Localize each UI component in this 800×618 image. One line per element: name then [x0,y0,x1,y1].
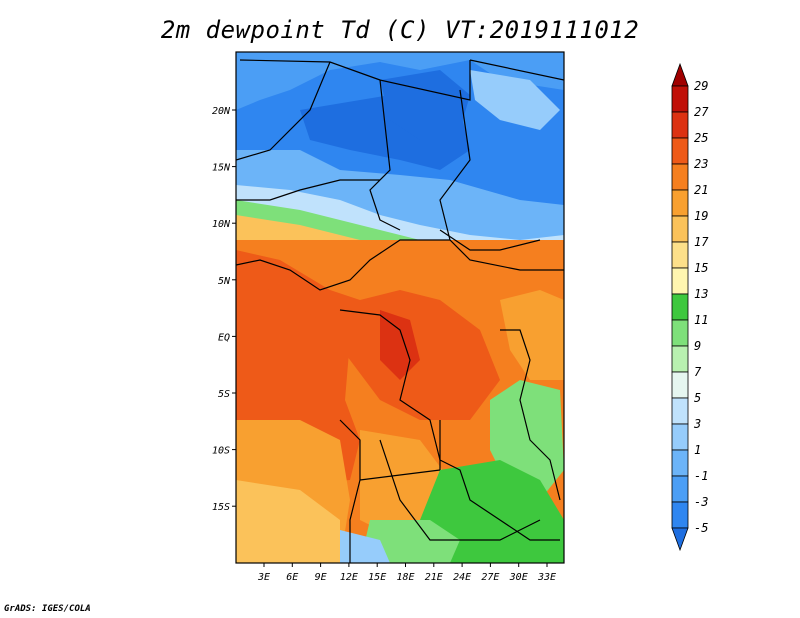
colorbar-label: 29 [694,79,708,93]
colorbar-box [671,293,689,321]
page-title: 2m dewpoint Td (C) VT:2019111012 [160,16,640,44]
lon-tick-label: 6E [286,572,298,583]
colorbar-label: 9 [694,339,701,353]
colorbar-label: -5 [694,521,708,535]
colorbar-label: 15 [694,261,708,275]
colorbar-box [671,371,689,399]
lon-tick-label: 30E [509,572,528,583]
lon-tick-label: 15E [368,572,386,583]
colorbar-box [671,501,689,529]
lat-tick-label: 15N [212,163,231,174]
colorbar-box [671,189,689,217]
colorbar-label: 21 [694,183,708,197]
lon-tick-label: 12E [340,572,358,583]
lat-tick-label: 20N [212,106,231,117]
colorbar-box [671,163,689,191]
colorbar-box [671,267,689,295]
colorbar-box [671,215,689,243]
lon-tick-label: 21E [425,572,443,583]
colorbar-label: 11 [694,313,708,327]
colorbar-label: 13 [694,287,708,301]
lon-tick-label: 24E [453,572,471,583]
colorbar-box [671,111,689,139]
colorbar-box [671,475,689,503]
colorbar-box [671,85,689,113]
grads-credit: GrADS: IGES/COLA [4,604,91,614]
lon-tick-label: 27E [481,572,499,583]
colorbar-box [671,397,689,425]
colorbar: 29 27 25 23 21 19 17 15 13 11 9 7 5 3 1 -1 -3 -5 [671,62,709,552]
colorbar-label: -3 [694,495,708,509]
colorbar-bottom-arrow [671,527,689,552]
colorbar-box [671,137,689,165]
colorbar-label: 27 [694,105,709,119]
colorbar-box [671,449,689,477]
colorbar-label: 5 [694,391,701,405]
map-frame [235,51,565,564]
lat-tick-label: 15S [212,502,230,513]
colorbar-label: 17 [694,235,709,249]
lat-tick-label: 10N [212,219,231,230]
axis-ticks: 3E 6E 9E 12E 15E 18E 21E 24E 27E 30E 33E 20N 15N 10N 5… [212,106,556,583]
colorbar-box [671,423,689,451]
lon-tick-label: 18E [396,572,414,583]
lat-tick-label: 10S [212,446,230,457]
colorbar-label: -1 [694,469,708,483]
colorbar-label: 1 [694,443,701,457]
lat-tick-label: 5S [218,389,230,400]
colorbar-label: 19 [694,209,708,223]
colorbar-label: 7 [694,365,702,379]
colorbar-top-arrow [671,62,689,87]
colorbar-label: 25 [694,131,708,145]
lon-tick-label: 33E [537,572,556,583]
lon-tick-label: 3E [257,572,270,583]
country-borders [236,59,564,563]
colorbar-label: 3 [693,417,701,431]
dewpoint-field [236,52,564,563]
colorbar-box [671,241,689,269]
lon-tick-label: 9E [315,572,327,583]
lat-tick-label: EQ [218,332,230,343]
lat-tick-label: 5N [218,276,231,287]
colorbar-box [671,345,689,373]
colorbar-label: 23 [694,157,708,171]
colorbar-box [671,319,689,347]
